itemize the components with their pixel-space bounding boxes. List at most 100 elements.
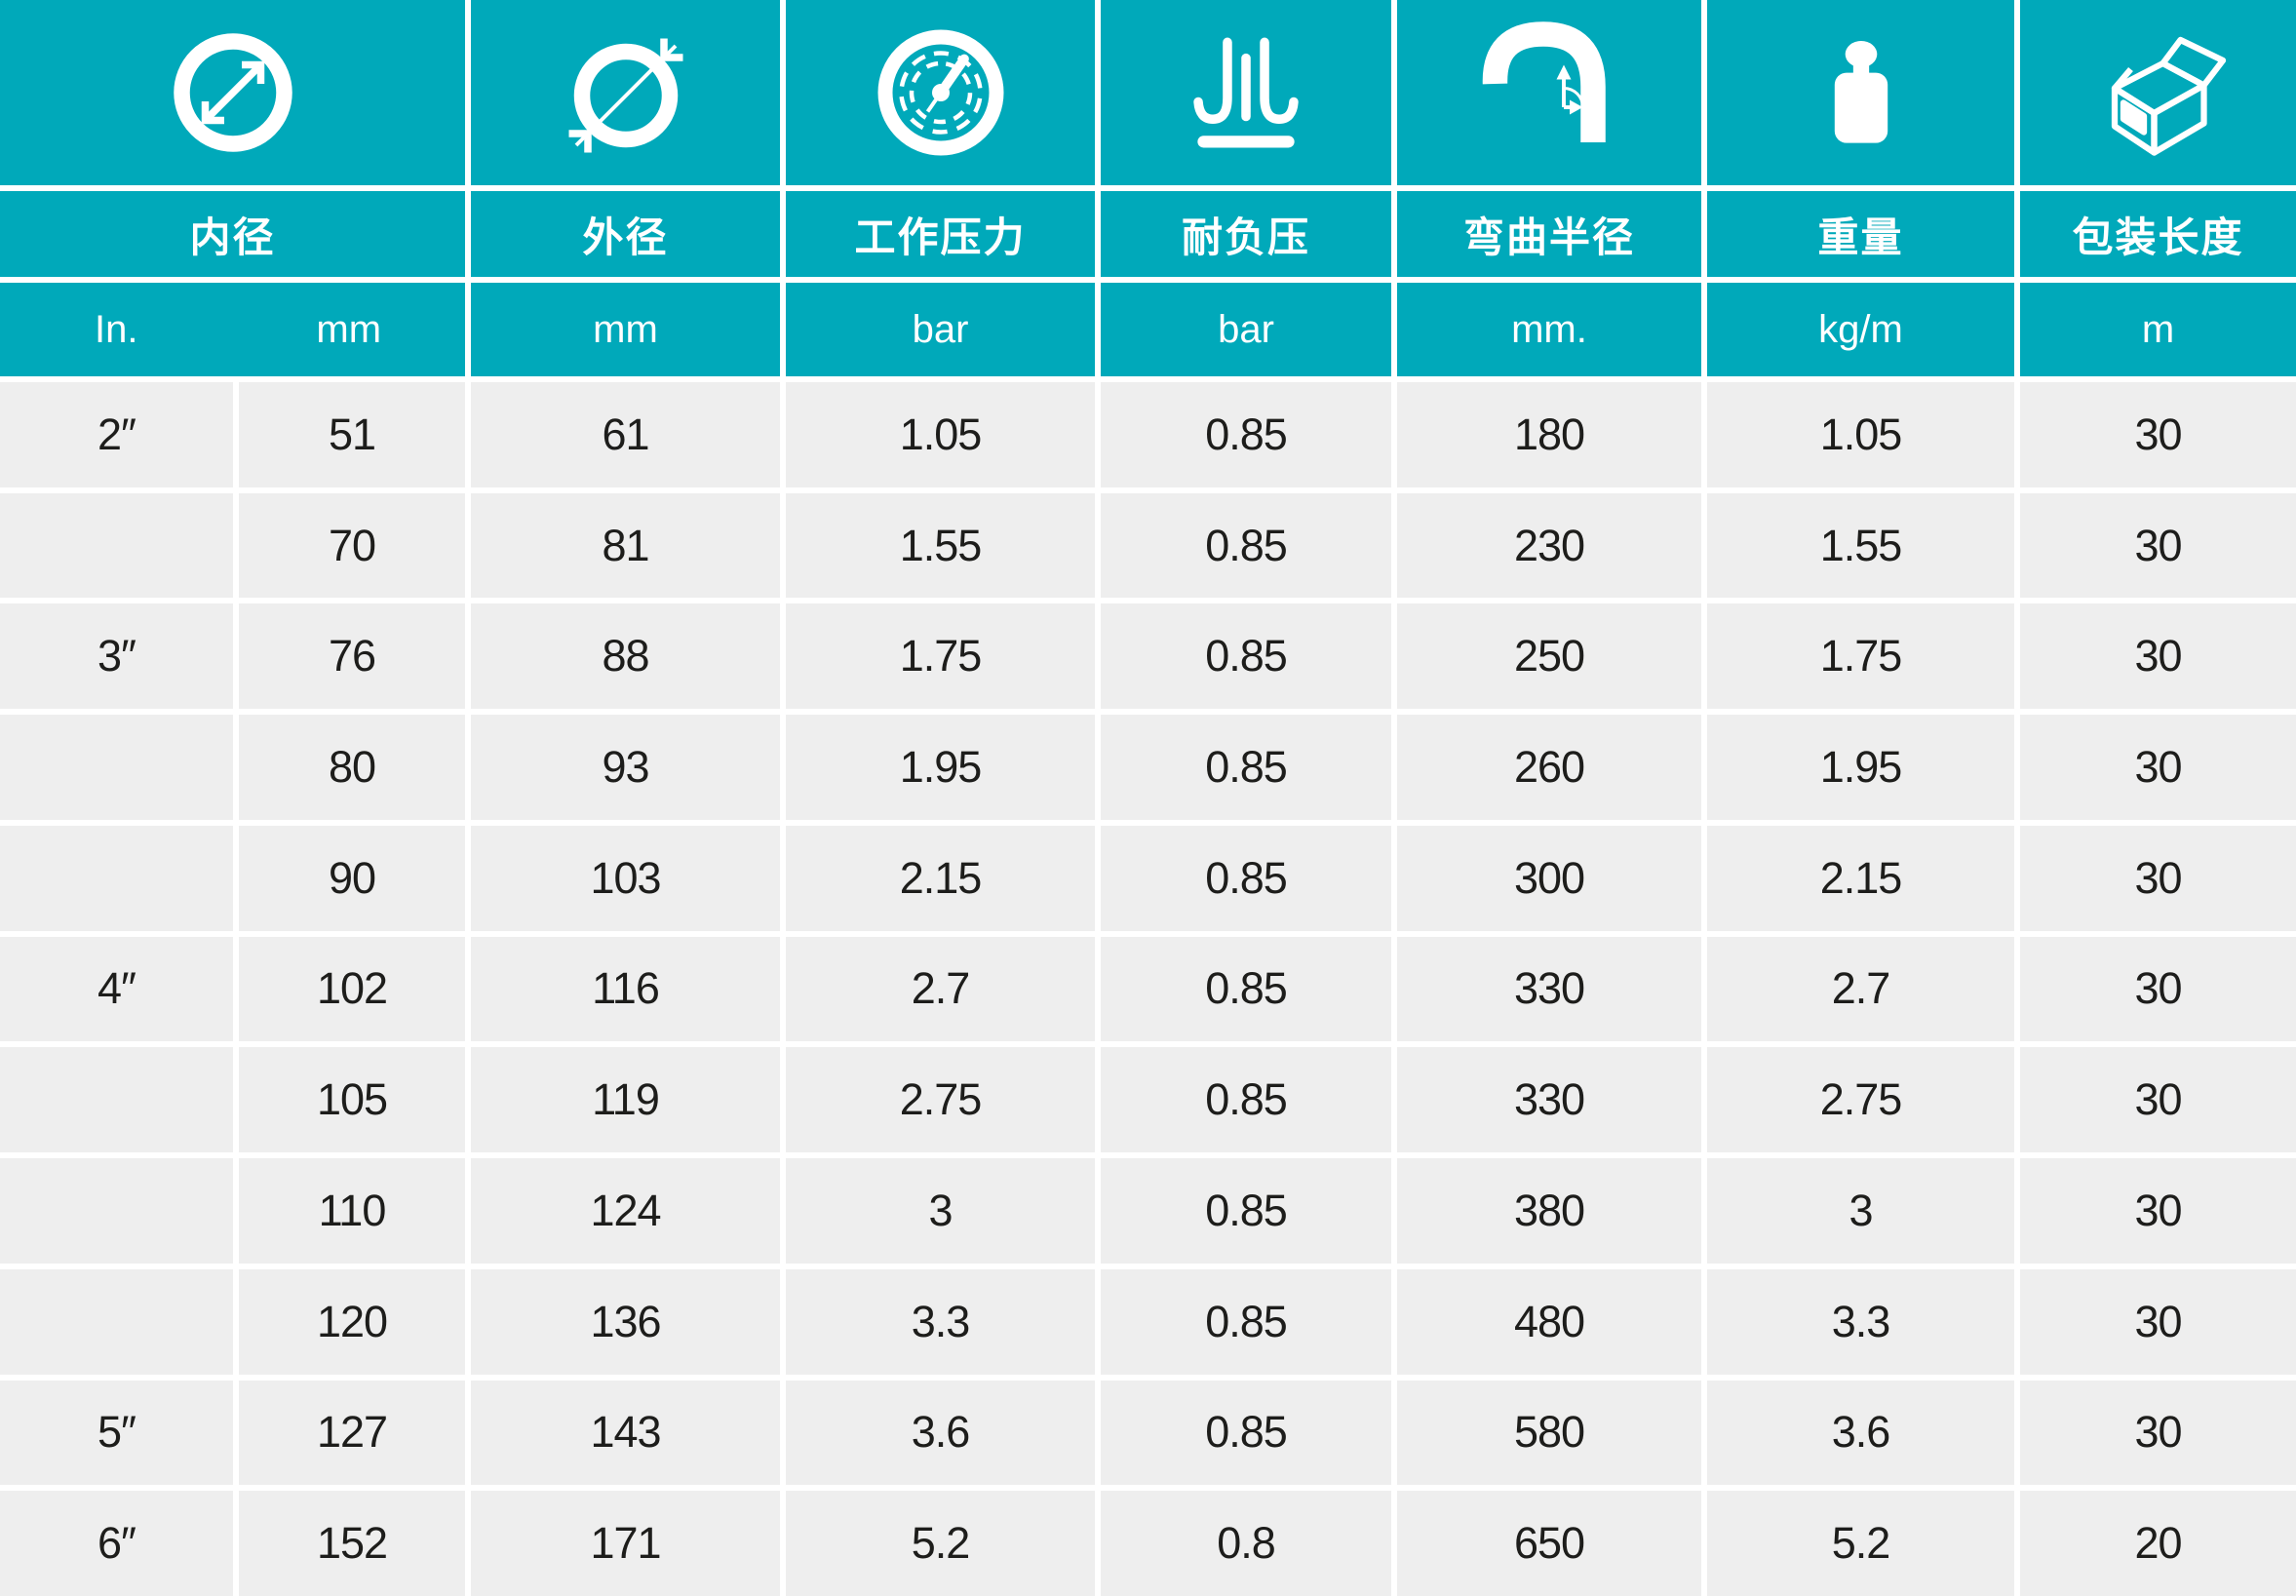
cell-working-pressure-row-7: 2.75	[786, 1047, 1095, 1153]
cell-od-row-9: 136	[471, 1268, 780, 1375]
cell-package-length-row-3: 30	[2020, 603, 2296, 710]
cell-weight-row-7: 2.75	[1707, 1047, 2014, 1153]
cell-bend-radius-row-3: 250	[1397, 603, 1701, 710]
cell-package-length-row-4: 30	[2020, 715, 2296, 820]
cell-bend-radius-row-5: 300	[1397, 825, 1701, 931]
cell-vacuum-row-5: 0.85	[1101, 825, 1391, 931]
cell-id-mm-row-2: 70	[239, 492, 465, 599]
package-box-icon	[2111, 36, 2226, 156]
cell-id-mm-row-3: 76	[239, 603, 465, 710]
cell-working-pressure-row-1: 1.05	[786, 382, 1095, 487]
cell-package-length-row-2: 30	[2020, 492, 2296, 599]
cell-od-row-11: 171	[471, 1491, 780, 1596]
cell-od-row-5: 103	[471, 825, 780, 931]
unit-working-pressure: bar	[786, 283, 1095, 376]
weight-icon	[1834, 40, 1887, 143]
cell-vacuum-row-4: 0.85	[1101, 715, 1391, 820]
header-label-bend-radius: 弯曲半径	[1397, 191, 1701, 277]
cell-working-pressure-row-8: 3	[786, 1158, 1095, 1264]
cell-id-mm-row-9: 120	[239, 1268, 465, 1375]
cell-bend-radius-row-11: 650	[1397, 1491, 1701, 1596]
outer-diameter-icon	[568, 38, 682, 153]
cell-package-length-row-10: 30	[2020, 1380, 2296, 1486]
cell-vacuum-row-8: 0.85	[1101, 1158, 1391, 1264]
cell-bend-radius-row-2: 230	[1397, 492, 1701, 599]
cell-vacuum-row-3: 0.85	[1101, 603, 1391, 710]
cell-weight-row-6: 2.7	[1707, 936, 2014, 1042]
unit-weight: kg/m	[1707, 283, 2014, 376]
cell-id-mm-row-6: 102	[239, 936, 465, 1042]
cell-weight-row-1: 1.05	[1707, 382, 2014, 487]
cell-inch-row-8	[0, 1158, 233, 1264]
cell-package-length-row-5: 30	[2020, 825, 2296, 931]
cell-bend-radius-row-9: 480	[1397, 1268, 1701, 1375]
cell-package-length-row-9: 30	[2020, 1268, 2296, 1375]
inner-diameter-icon	[173, 33, 292, 152]
cell-working-pressure-row-6: 2.7	[786, 936, 1095, 1042]
header-label-package-length: 包装长度	[2020, 191, 2296, 277]
cell-od-row-4: 93	[471, 715, 780, 820]
cell-od-row-1: 61	[471, 382, 780, 487]
cell-working-pressure-row-5: 2.15	[786, 825, 1095, 931]
cell-package-length-row-6: 30	[2020, 936, 2296, 1042]
cell-id-mm-row-11: 152	[239, 1491, 465, 1596]
cell-weight-row-5: 2.15	[1707, 825, 2014, 931]
unit-inner-diameter: In. mm	[0, 283, 465, 376]
cell-inch-row-1: 2″	[0, 382, 233, 487]
cell-package-length-row-7: 30	[2020, 1047, 2296, 1153]
cell-working-pressure-row-3: 1.75	[786, 603, 1095, 710]
cell-inch-row-4	[0, 715, 233, 820]
cell-working-pressure-row-11: 5.2	[786, 1491, 1095, 1596]
vacuum-suction-icon	[1193, 37, 1299, 148]
header-icon-working-pressure	[786, 0, 1095, 185]
cell-inch-row-10: 5″	[0, 1380, 233, 1486]
cell-working-pressure-row-4: 1.95	[786, 715, 1095, 820]
cell-working-pressure-row-10: 3.6	[786, 1380, 1095, 1486]
header-icon-bend-radius	[1397, 0, 1701, 185]
header-icon-outer-diameter	[471, 0, 780, 185]
unit-vacuum: bar	[1101, 283, 1391, 376]
cell-bend-radius-row-4: 260	[1397, 715, 1701, 820]
header-icon-weight	[1707, 0, 2014, 185]
cell-inch-row-6: 4″	[0, 936, 233, 1042]
cell-id-mm-row-1: 51	[239, 382, 465, 487]
cell-package-length-row-11: 20	[2020, 1491, 2296, 1596]
cell-id-mm-row-8: 110	[239, 1158, 465, 1264]
cell-vacuum-row-11: 0.8	[1101, 1491, 1391, 1596]
cell-weight-row-8: 3	[1707, 1158, 2014, 1264]
cell-id-mm-row-10: 127	[239, 1380, 465, 1486]
cell-od-row-3: 88	[471, 603, 780, 710]
cell-bend-radius-row-8: 380	[1397, 1158, 1701, 1264]
header-label-vacuum: 耐负压	[1101, 191, 1391, 277]
header-label-working-pressure: 工作压力	[786, 191, 1095, 277]
cell-id-mm-row-4: 80	[239, 715, 465, 820]
pressure-gauge-icon	[877, 29, 1003, 156]
cell-bend-radius-row-1: 180	[1397, 382, 1701, 487]
cell-od-row-6: 116	[471, 936, 780, 1042]
cell-inch-row-9	[0, 1268, 233, 1375]
cell-bend-radius-row-6: 330	[1397, 936, 1701, 1042]
cell-weight-row-3: 1.75	[1707, 603, 2014, 710]
cell-package-length-row-1: 30	[2020, 382, 2296, 487]
cell-vacuum-row-7: 0.85	[1101, 1047, 1391, 1153]
unit-bend-radius: mm.	[1397, 283, 1701, 376]
cell-vacuum-row-9: 0.85	[1101, 1268, 1391, 1375]
cell-od-row-8: 124	[471, 1158, 780, 1264]
cell-weight-row-4: 1.95	[1707, 715, 2014, 820]
cell-bend-radius-row-7: 330	[1397, 1047, 1701, 1153]
cell-vacuum-row-1: 0.85	[1101, 382, 1391, 487]
header-label-outer-diameter: 外径	[471, 191, 780, 277]
cell-od-row-2: 81	[471, 492, 780, 599]
cell-od-row-10: 143	[471, 1380, 780, 1486]
header-icon-inner-diameter	[0, 0, 465, 185]
bend-radius-icon	[1482, 21, 1606, 142]
unit-package-length: m	[2020, 283, 2296, 376]
cell-id-mm-row-5: 90	[239, 825, 465, 931]
cell-vacuum-row-10: 0.85	[1101, 1380, 1391, 1486]
cell-bend-radius-row-10: 580	[1397, 1380, 1701, 1486]
header-icon-vacuum	[1101, 0, 1391, 185]
header-label-inner-diameter: 内径	[0, 191, 465, 277]
header-label-weight: 重量	[1707, 191, 2014, 277]
cell-working-pressure-row-2: 1.55	[786, 492, 1095, 599]
